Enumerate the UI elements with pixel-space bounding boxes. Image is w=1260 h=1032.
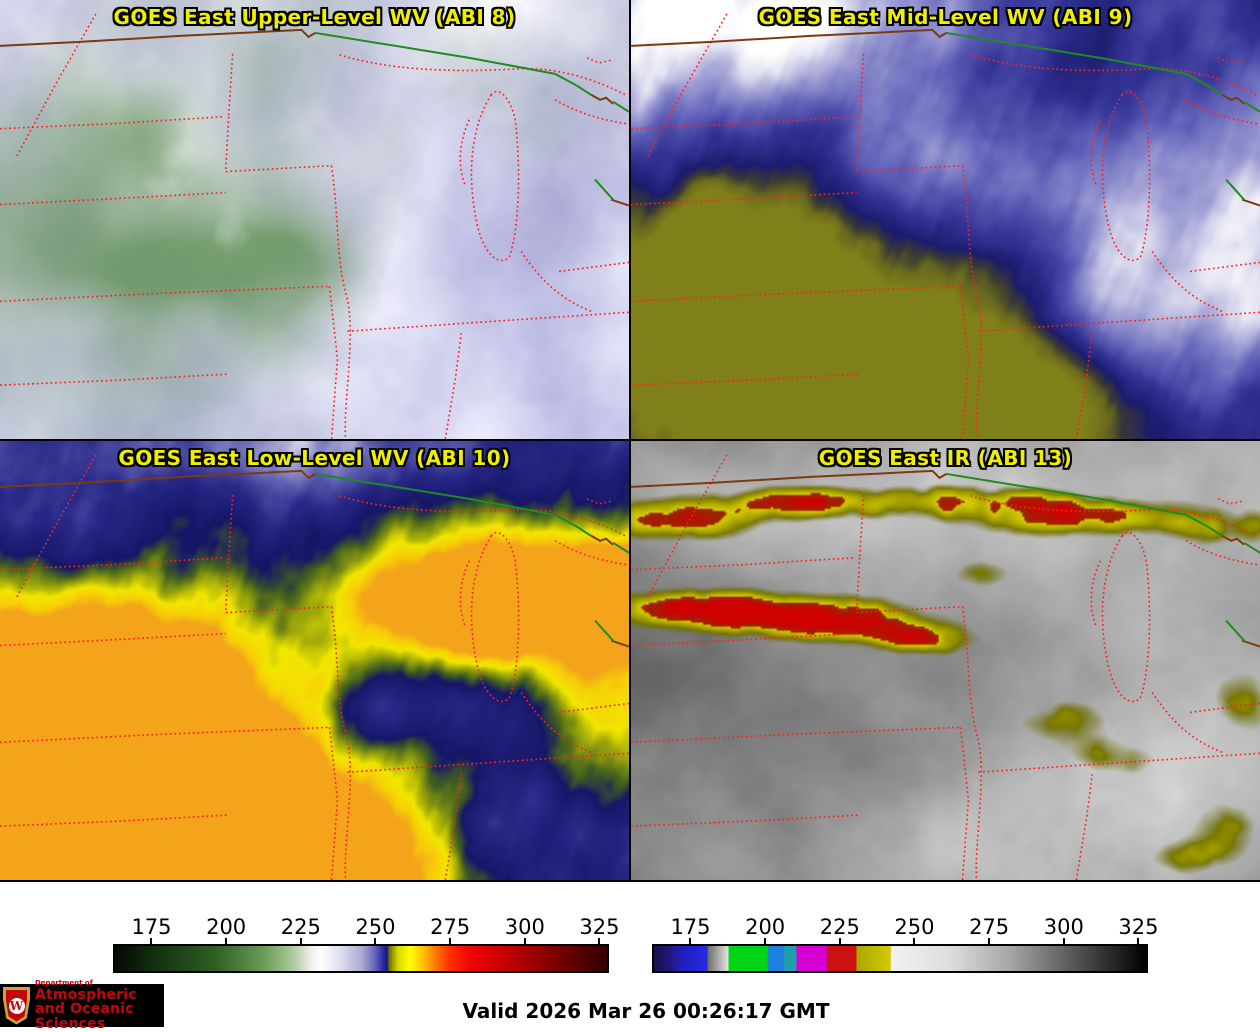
colorbar-tick-label: 200 [745,915,786,939]
logo-dept-label: Department of [35,979,93,988]
wv-colorbar-tick-marks [113,938,609,944]
ir-colorbar-gradient [652,944,1148,973]
ir-colorbar: 175 200 225 250 275 300 325 [652,915,1159,973]
valid-timestamp: Valid 2026 Mar 26 00:26:17 GMT [462,999,830,1023]
colorbar-tick-mark [913,938,916,944]
colorbar-tick-mark [838,938,841,944]
colorbar-tick-mark [374,938,377,944]
wv-colorbar-tick-labels: 175 200 225 250 275 300 325 [113,915,619,939]
map-boundaries-overlay [631,453,1260,880]
ir-colorbar-tick-marks [652,938,1148,944]
colorbar-tick-mark [764,938,767,944]
map-boundaries-overlay [0,453,629,880]
uw-crest-letter: W [8,997,25,1014]
panel-title-abi8: GOES East Upper-Level WV (ABI 8) [113,5,516,29]
logo-text-block: Department of Atmospheric and Oceanic Sc… [35,979,164,1031]
colorbar-tick-label: 275 [969,915,1010,939]
abi8-upper-wv-imagery [0,0,629,439]
colorbar-tick-mark [1137,938,1140,944]
colorbar-tick-mark [598,938,601,944]
wv-colorbar-gradient [113,944,609,973]
imagery-grid: GOES East Upper-Level WV (ABI 8) GOES Ea… [0,0,1260,882]
ir-colorbar-tick-labels: 175 200 225 250 275 300 325 [652,915,1158,939]
colorbar-tick-mark [523,938,526,944]
colorbar-tick-label: 200 [206,915,247,939]
colorbar-tick-mark [689,938,692,944]
abi13-ir-imagery [631,441,1260,880]
colorbar-tick-mark [150,938,153,944]
colorbar-tick-label: 300 [1043,915,1084,939]
colorbar-tick-label: 250 [355,915,396,939]
map-boundaries-overlay [631,12,1260,439]
panel-abi10: GOES East Low-Level WV (ABI 10) [0,441,629,880]
panel-title-abi9: GOES East Mid-Level WV (ABI 9) [758,5,1133,29]
panel-abi13: GOES East IR (ABI 13) [631,441,1260,880]
colorbar-tick-label: 275 [430,915,471,939]
colorbar-tick-label: 250 [894,915,935,939]
wv-colorbar: 175 200 225 250 275 300 325 [113,915,620,973]
colorbar-tick-label: 175 [131,915,172,939]
colorbar-tick-label: 175 [670,915,711,939]
logo-line1: Atmospheric [35,987,137,1004]
colorbar-tick-label: 225 [819,915,860,939]
map-boundaries-overlay [0,12,629,439]
colorbar-tick-mark [988,938,991,944]
colorbar-tick-label: 325 [1118,915,1159,939]
colorbar-tick-label: 325 [579,915,620,939]
panel-title-abi13: GOES East IR (ABI 13) [818,446,1073,470]
colorbar-tick-mark [299,938,302,944]
uw-crest-icon: W [3,986,30,1025]
colorbar-tick-label: 300 [504,915,545,939]
colorbar-tick-mark [1062,938,1065,944]
colorbar-tick-mark [225,938,228,944]
colorbar-tick-mark [449,938,452,944]
abi10-low-wv-imagery [0,441,629,880]
uw-crest-shield: W [6,989,27,1022]
panel-title-abi10: GOES East Low-Level WV (ABI 10) [118,446,511,470]
aos-department-logo: W Department of Atmospheric and Oceanic … [0,979,164,1031]
abi9-mid-wv-imagery [631,0,1260,439]
panel-abi9: GOES East Mid-Level WV (ABI 9) [631,0,1260,439]
panel-abi8: GOES East Upper-Level WV (ABI 8) [0,0,629,439]
colorbar-tick-label: 225 [280,915,321,939]
